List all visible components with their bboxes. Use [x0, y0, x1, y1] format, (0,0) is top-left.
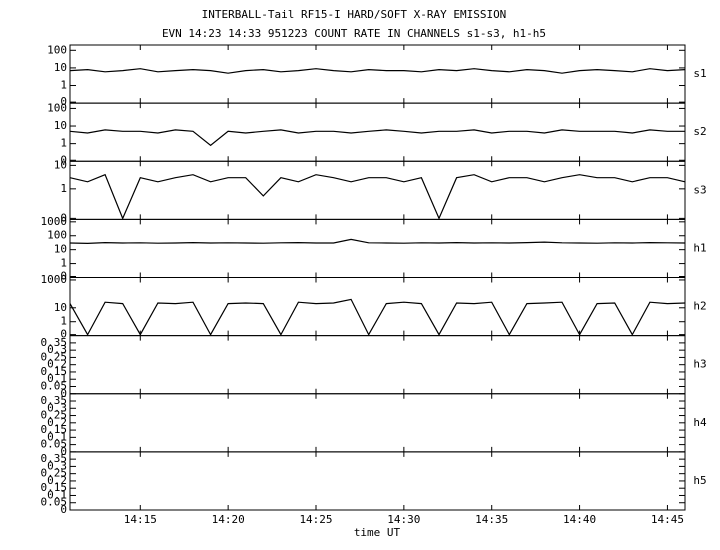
y-tick-label: 10	[54, 61, 67, 74]
x-tick-label: 14:25	[299, 513, 332, 526]
y-tick-label: 0.05	[41, 379, 68, 392]
x-tick-label: 14:20	[212, 513, 245, 526]
y-tick-label: 1	[60, 79, 67, 92]
y-tick-label: 10	[54, 243, 67, 256]
panel-label: h4	[693, 416, 707, 429]
y-tick-label: 0.25	[41, 467, 68, 480]
y-tick-label: 0.05	[41, 496, 68, 509]
data-line	[69, 129, 685, 147]
y-tick-label: 0	[60, 211, 67, 224]
y-tick-label: 100	[47, 101, 67, 114]
panel-label: h3	[693, 358, 706, 371]
y-tick-label: 0.35	[41, 336, 68, 349]
y-tick-label: 0	[60, 445, 67, 458]
x-tick-label: 14:35	[475, 513, 508, 526]
y-tick-label: 0.05	[41, 438, 68, 451]
chart-title: INTERBALL-Tail RF15-I HARD/SOFT X-RAY EM…	[202, 8, 507, 21]
chart-subtitle: EVN 14:23 14:33 951223 COUNT RATE IN CHA…	[162, 27, 546, 40]
x-tick-label: 14:30	[387, 513, 420, 526]
x-tick-label: 14:45	[651, 513, 684, 526]
panel-label: h5	[693, 474, 706, 487]
y-tick-label: 0	[60, 387, 67, 400]
panel-label: s2	[693, 125, 706, 138]
data-line	[69, 68, 686, 74]
y-tick-label: 0.15	[41, 365, 68, 378]
y-tick-label: 0.35	[41, 452, 68, 465]
data-line	[69, 298, 686, 336]
y-tick-label: 100	[47, 229, 67, 242]
y-tick-label: 0.3	[47, 343, 67, 356]
panel-label: h1	[693, 241, 706, 254]
x-tick-label: 14:15	[124, 513, 157, 526]
x-axis-label: time UT	[354, 526, 401, 539]
y-tick-label: 0.25	[41, 350, 68, 363]
y-tick-label: 0.3	[47, 401, 67, 414]
panel-label: s3	[693, 183, 706, 196]
y-tick-label: 0.3	[47, 459, 67, 472]
y-tick-label: 1000	[41, 215, 68, 228]
y-tick-label: 0	[60, 270, 67, 283]
y-tick-label: 0	[60, 328, 67, 341]
y-tick-label: 10	[54, 119, 67, 132]
panel-label: s1	[693, 67, 706, 80]
panel-label: h2	[693, 300, 706, 313]
y-tick-label: 0	[60, 503, 67, 516]
y-tick-label: 10	[54, 158, 67, 171]
data-line	[69, 238, 686, 245]
y-tick-label: 0.2	[47, 416, 67, 429]
y-tick-label: 0.1	[47, 430, 67, 443]
y-tick-label: 0.25	[41, 409, 68, 422]
y-tick-label: 0.15	[41, 481, 68, 494]
y-tick-label: 1	[60, 257, 67, 270]
y-tick-label: 0	[60, 153, 67, 166]
y-tick-label: 1	[60, 315, 67, 328]
y-tick-label: 1	[60, 182, 67, 195]
y-tick-label: 0.15	[41, 423, 68, 436]
y-tick-label: 0.35	[41, 394, 68, 407]
x-tick-label: 14:40	[563, 513, 596, 526]
y-tick-label: 10	[54, 301, 67, 314]
y-tick-label: 0.2	[47, 474, 67, 487]
y-tick-label: 0.1	[47, 372, 67, 385]
y-tick-label: 100	[47, 43, 67, 56]
y-tick-label: 0.1	[47, 488, 67, 501]
y-tick-label: 1000	[41, 273, 68, 286]
y-tick-label: 0.2	[47, 358, 67, 371]
data-line	[69, 173, 686, 220]
y-tick-label: 1	[60, 137, 67, 150]
y-tick-label: 0	[60, 95, 67, 108]
